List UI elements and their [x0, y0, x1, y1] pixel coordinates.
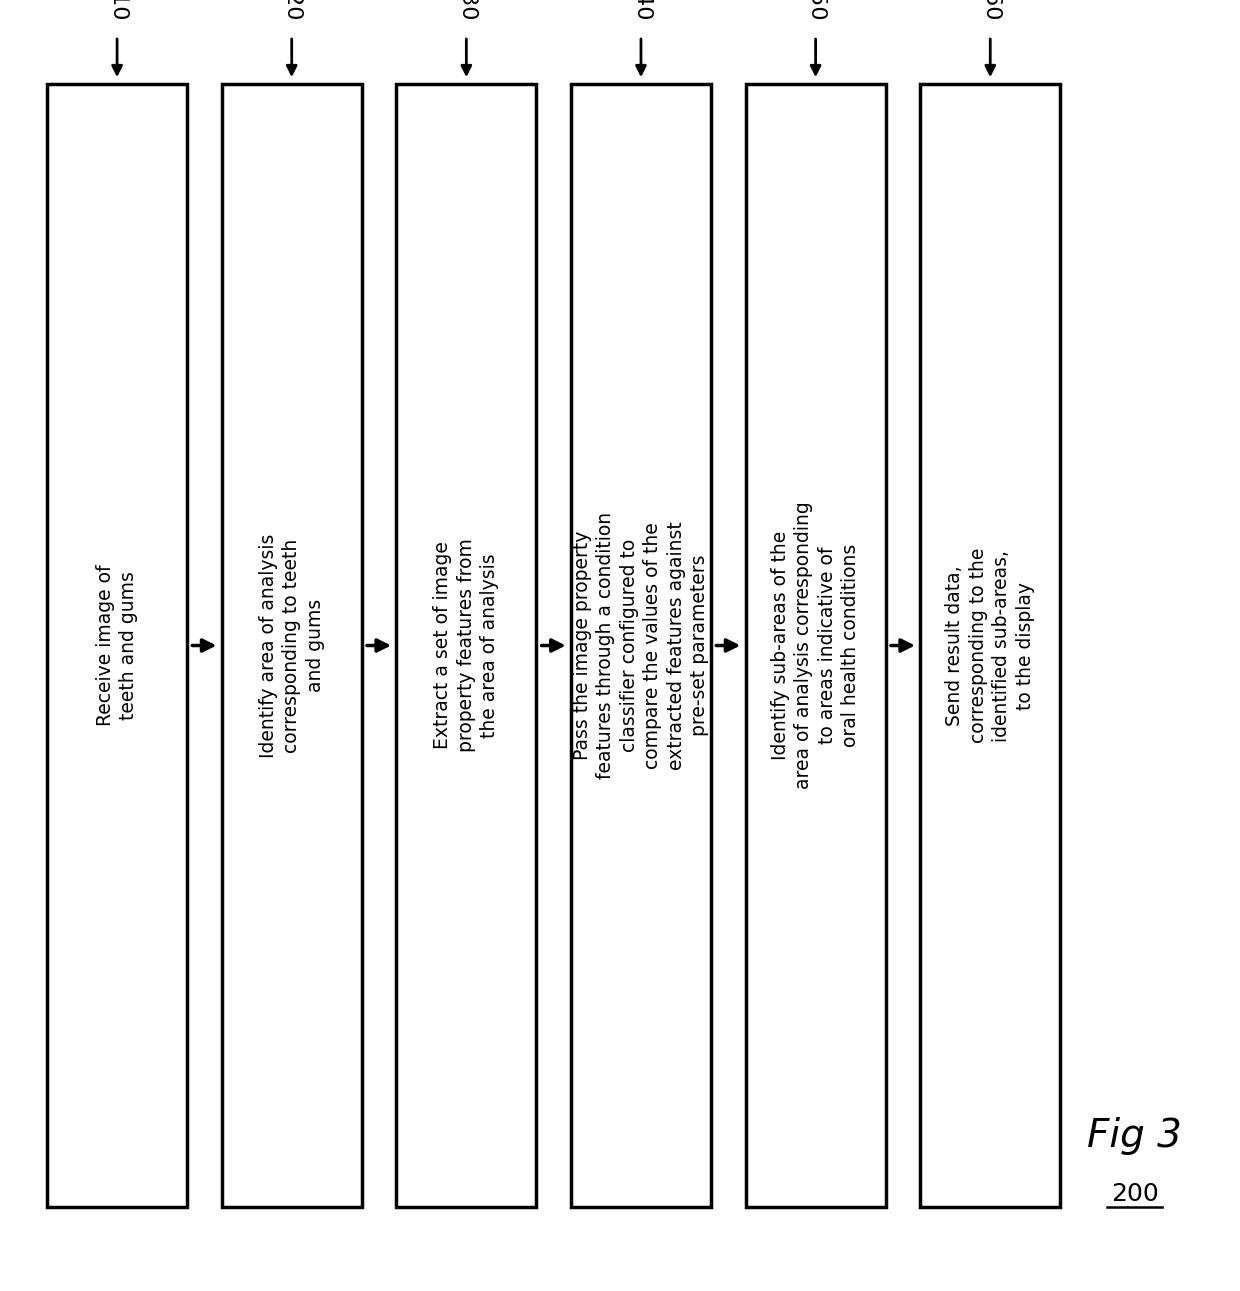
- Text: Receive image of
teeth and gums: Receive image of teeth and gums: [95, 564, 139, 727]
- Text: 220: 220: [281, 0, 301, 21]
- Text: 250: 250: [806, 0, 826, 22]
- Text: 210: 210: [107, 0, 126, 21]
- Text: Extract a set of image
property features from
the area of analysis: Extract a set of image property features…: [433, 538, 500, 753]
- Text: Identify area of analysis
corresponding to teeth
and gums: Identify area of analysis corresponding …: [259, 533, 325, 758]
- Text: 260: 260: [981, 0, 1001, 21]
- Text: 230: 230: [456, 0, 476, 21]
- Text: Identify sub-areas of the
area of analysis corresponding
to areas indicative of
: Identify sub-areas of the area of analys…: [771, 502, 861, 789]
- Text: Send result data,
corresponding to the
identified sub-areas,
to the display: Send result data, corresponding to the i…: [945, 547, 1035, 744]
- Text: Pass the image property
features through a condition
classifier configured to
co: Pass the image property features through…: [573, 513, 709, 778]
- Text: 200: 200: [1111, 1183, 1158, 1206]
- Bar: [47, 84, 187, 1207]
- Bar: [920, 84, 1060, 1207]
- Bar: [570, 84, 711, 1207]
- Text: Fig 3: Fig 3: [1087, 1117, 1182, 1155]
- Bar: [745, 84, 885, 1207]
- Bar: [222, 84, 362, 1207]
- Text: 240: 240: [631, 0, 651, 21]
- Bar: [397, 84, 536, 1207]
